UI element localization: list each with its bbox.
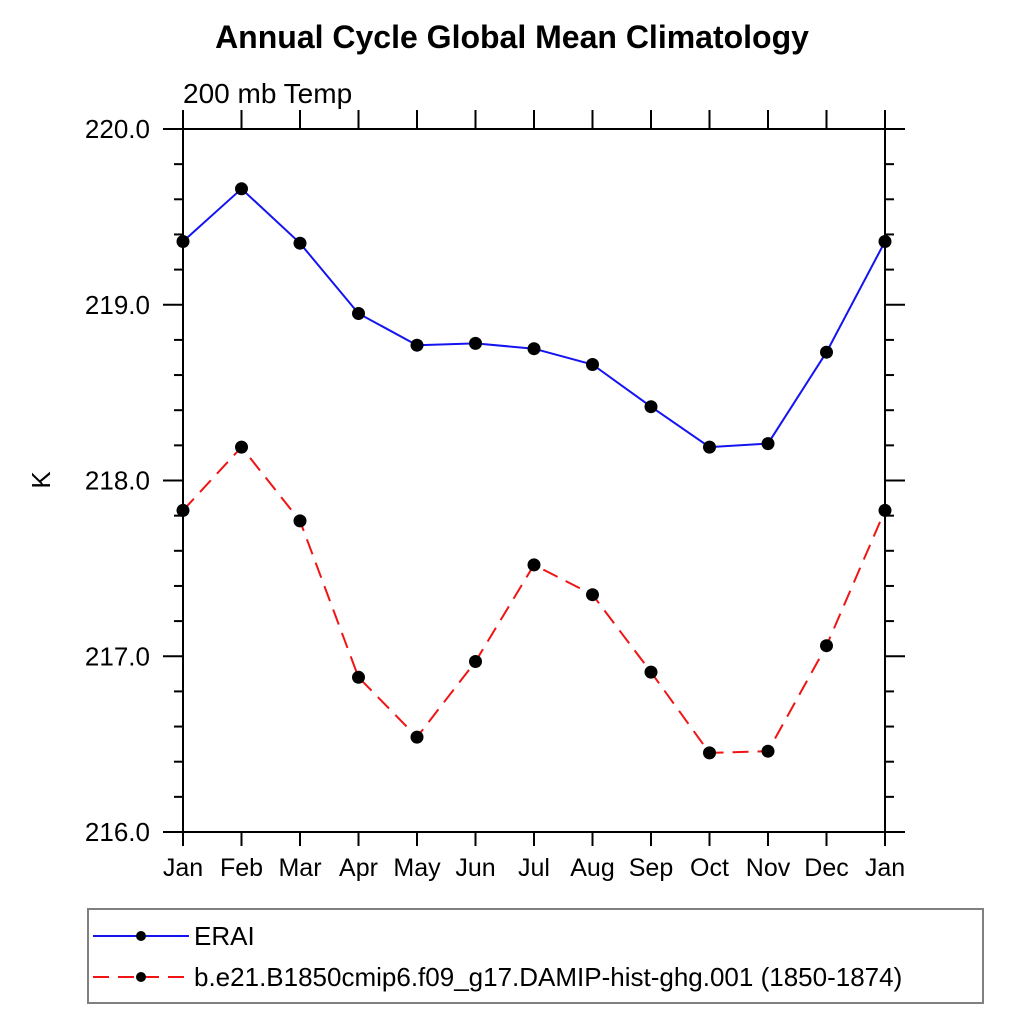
data-point-marker [293, 236, 307, 250]
data-point-marker [176, 235, 190, 248]
data-point-marker [410, 730, 424, 744]
data-point-marker [410, 338, 424, 352]
data-point-marker [469, 336, 482, 350]
y-tick-label: 218.0 [85, 466, 150, 496]
y-tick-label: 220.0 [85, 114, 150, 144]
plot-area: Jan Feb Mar Apr May Jun Jul Aug Sep Oct Nov Dec Jan 2… [85, 110, 905, 882]
x-tick-label: Feb [220, 854, 263, 882]
x-tick-label: Dec [804, 854, 848, 882]
x-tick-label: Oct [690, 854, 729, 882]
data-point-marker [820, 639, 833, 653]
x-tick-label: Mar [278, 854, 321, 882]
y-tick-label: 216.0 [85, 817, 150, 847]
y-axis-label: K [26, 471, 56, 489]
data-point-marker [293, 514, 307, 528]
data-point-marker [878, 503, 892, 517]
data-point-marker [586, 588, 599, 602]
data-point-marker [703, 746, 716, 760]
data-point-marker [469, 655, 482, 668]
legend-box [87, 908, 984, 1004]
x-tick-label: Aug [570, 854, 614, 882]
data-point-marker [527, 558, 541, 572]
data-point-marker [878, 235, 892, 248]
x-tick-label: Apr [339, 854, 378, 882]
data-point-marker [235, 182, 248, 196]
x-tick-label: Jun [455, 854, 495, 882]
data-point-marker [586, 358, 599, 371]
legend-entry-label: b.e21.B1850cmip6.f09_g17.DAMIP-hist-ghg.… [194, 962, 902, 992]
chart-subtitle: 200 mb Temp [183, 78, 352, 109]
data-point-marker [703, 440, 716, 454]
y-tick-label: 217.0 [85, 641, 150, 671]
data-point-marker [235, 440, 248, 454]
chart-title: Annual Cycle Global Mean Climatology [215, 19, 809, 55]
legend-entry-label: ERAI [194, 921, 255, 951]
data-point-marker [644, 665, 658, 679]
y-tick-label: 219.0 [85, 290, 150, 320]
x-tick-label: Jul [518, 854, 550, 882]
data-point-marker [352, 670, 365, 684]
data-point-marker [820, 345, 833, 359]
data-point-marker [644, 400, 658, 414]
data-point-marker [352, 307, 365, 320]
x-tick-label: Jan [865, 854, 905, 882]
data-point-marker [176, 503, 190, 517]
x-tick-label: Nov [746, 854, 791, 882]
x-tick-label: Jan [163, 854, 203, 882]
erai-line [182, 187, 886, 449]
data-point-marker [761, 744, 775, 758]
data-point-marker [527, 342, 541, 356]
legend: ERAI b.e21.B1850cmip6.f09_g17.DAMIP-hist-… [87, 908, 984, 1004]
x-tick-label: Sep [629, 854, 673, 882]
model-line [182, 445, 886, 754]
legend-sample-marker [136, 931, 146, 941]
legend-sample-marker [136, 972, 146, 982]
x-tick-label: May [393, 854, 441, 882]
data-point-marker [761, 437, 775, 451]
